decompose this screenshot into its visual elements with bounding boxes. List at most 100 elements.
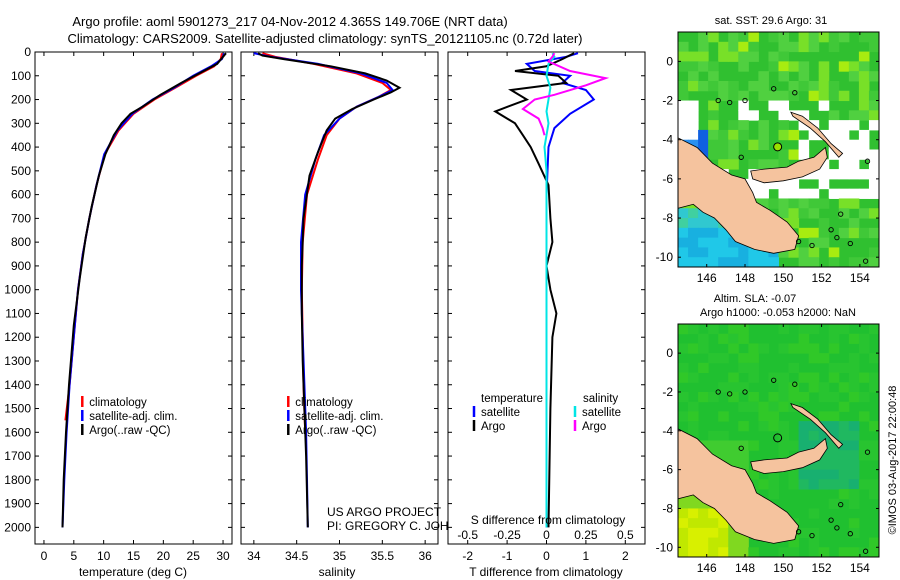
legend-label: satellite — [481, 407, 520, 419]
t-difference-xlabel: T difference from climatology — [469, 565, 623, 579]
legend-label: Argo — [582, 421, 606, 433]
map-cell — [828, 440, 840, 451]
map-cell — [688, 518, 699, 529]
map-cell — [778, 324, 790, 335]
map-cell — [788, 90, 800, 102]
map-cell — [848, 188, 860, 199]
map-cell — [678, 51, 689, 62]
map-cell — [758, 129, 769, 141]
map-cell — [808, 508, 820, 519]
map-cell — [798, 149, 810, 160]
s-difference-xlabel: S difference from climatology — [471, 513, 626, 527]
map-cell — [788, 61, 800, 72]
map-cell — [808, 527, 820, 539]
map-cell — [698, 527, 709, 539]
map-cell — [838, 440, 850, 451]
map-cell — [838, 547, 850, 557]
map-cell — [688, 257, 699, 267]
map-cell — [768, 90, 779, 102]
map-cell — [818, 100, 830, 111]
map-cell — [798, 333, 810, 344]
map-cell — [818, 61, 830, 72]
map-cell — [828, 430, 840, 441]
island-outline — [864, 449, 871, 455]
depth-tick-label: 700 — [11, 211, 31, 225]
map-cell — [718, 41, 729, 53]
map-cell — [718, 139, 729, 150]
map-cell — [848, 159, 860, 170]
map-cell — [798, 120, 810, 131]
map-cell — [728, 41, 739, 53]
map-cell — [838, 32, 850, 43]
map-cell — [758, 343, 769, 354]
map-cell — [828, 391, 840, 403]
map-cell — [698, 257, 709, 267]
lat-tick-label: -10 — [656, 250, 674, 264]
map-cell — [798, 41, 810, 53]
map-cell — [708, 537, 719, 548]
map-cell — [718, 227, 729, 239]
map-cell — [738, 61, 749, 72]
map-cell — [848, 459, 860, 471]
map-cell — [708, 391, 719, 403]
map-cell — [838, 450, 850, 461]
map-cell — [728, 527, 739, 539]
map-cell — [768, 469, 779, 480]
lon-tick-label: 150 — [773, 271, 793, 285]
map-cell — [708, 430, 719, 441]
map-cell — [718, 411, 729, 422]
map-cell — [868, 353, 879, 364]
map-cell — [868, 41, 879, 53]
map-cell — [768, 32, 779, 43]
map-cell — [748, 353, 759, 364]
map-cell — [748, 469, 759, 480]
map-cell — [708, 100, 719, 111]
map-cell — [718, 537, 729, 548]
map-cell — [728, 257, 739, 267]
sla-map — [678, 324, 879, 557]
depth-tick-label: 600 — [11, 188, 31, 202]
map-cell — [688, 372, 699, 383]
map-cell — [698, 333, 709, 344]
map-cell — [708, 139, 719, 150]
map-cell — [788, 440, 800, 451]
map-cell — [818, 382, 830, 393]
map-cell — [828, 80, 840, 92]
map-cell — [858, 169, 870, 180]
map-cell — [768, 391, 779, 403]
map-cell — [858, 372, 870, 383]
map-cell — [708, 257, 719, 267]
depth-tick-label: 1300 — [4, 354, 31, 368]
map-cell — [688, 237, 699, 248]
map-cell — [778, 198, 790, 209]
map-cell — [848, 120, 860, 131]
map-cell — [688, 51, 699, 62]
sla-map-title-line2: Argo h1000: -0.053 h2000: NaN — [700, 307, 856, 319]
difference-series-3 — [521, 52, 610, 136]
lat-tick-label: -6 — [662, 172, 673, 186]
map-cell — [788, 149, 800, 160]
map-cell — [728, 51, 739, 62]
map-cell — [678, 120, 689, 131]
island-outline — [862, 258, 869, 264]
map-cell — [828, 41, 840, 53]
map-cell — [728, 149, 739, 160]
map-cell — [828, 324, 840, 335]
map-cell — [778, 100, 790, 111]
map-cell — [798, 61, 810, 72]
island-outline — [834, 525, 840, 531]
map-cell — [788, 178, 800, 190]
map-cell — [848, 149, 860, 160]
map-cell — [778, 51, 790, 62]
map-cell — [678, 208, 689, 219]
map-cell — [688, 71, 699, 82]
map-cell — [858, 450, 870, 461]
map-cell — [728, 372, 739, 383]
legend-label: satellite-adj. clim. — [89, 411, 177, 423]
map-cell — [858, 61, 870, 72]
map-cell — [678, 508, 689, 519]
map-cell — [728, 324, 739, 335]
map-cell — [848, 139, 860, 150]
island-outline — [834, 234, 840, 241]
x-tick-label: 34 — [247, 549, 261, 563]
